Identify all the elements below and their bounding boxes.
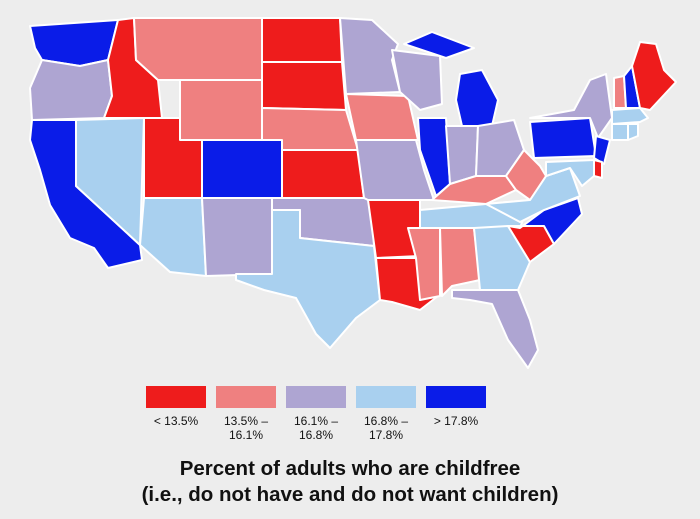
state-ia [345,93,419,141]
legend-swatch-gt-17-8 [426,386,486,408]
caption-line-1: Percent of adults who are childfree [179,457,521,480]
state-co [201,139,283,199]
state-wy [179,79,263,141]
legend-swatch-13-5-16-1 [216,386,276,408]
state-in [445,125,479,185]
state-nm [201,197,273,277]
legend-label-13-5-16-1: 13.5% – 16.1% [223,414,269,442]
state-wa [29,19,119,67]
state-wi [391,49,443,111]
state-mt [133,17,263,81]
legend-label-lt-13-5: < 13.5% [153,414,199,428]
state-sd [261,61,347,111]
state-az [139,197,207,277]
legend-swatch-lt-13-5 [146,386,206,408]
state-nd [261,17,343,63]
legend-label-16-1-16-8: 16.1% – 16.8% [293,414,339,442]
state-ma [611,107,649,125]
state-nj [593,135,611,165]
us-map-svg [29,17,677,369]
state-de [593,159,603,179]
state-al [439,227,481,297]
state-mi-lower [455,69,499,127]
state-ny [529,73,613,139]
legend-label-16-8-17-8: 16.8% – 17.8% [363,414,409,442]
state-ri [627,123,639,141]
states-layer [29,17,677,369]
state-mi-upper [403,31,475,59]
state-ct [611,123,629,141]
state-md [545,159,595,187]
state-fl [451,289,539,369]
state-pa [529,117,597,159]
map-legend: < 13.5% 13.5% – 16.1% 16.1% – 16.8% 16.8… [146,386,506,446]
legend-swatch-16-1-16-8 [286,386,346,408]
map-caption: Percent of adults who are childfree (i.e… [0,456,700,508]
caption-line-2: (i.e., do not have and do not want child… [141,483,559,506]
state-mn [339,17,401,95]
legend-label-gt-17-8: > 17.8% [433,414,479,428]
state-me [631,41,677,111]
state-ks [281,149,365,199]
state-or [29,59,113,121]
state-ms [407,227,441,301]
us-states-map [29,17,677,369]
state-ga [473,225,531,291]
legend-swatch-16-8-17-8 [356,386,416,408]
state-tx [235,209,381,349]
